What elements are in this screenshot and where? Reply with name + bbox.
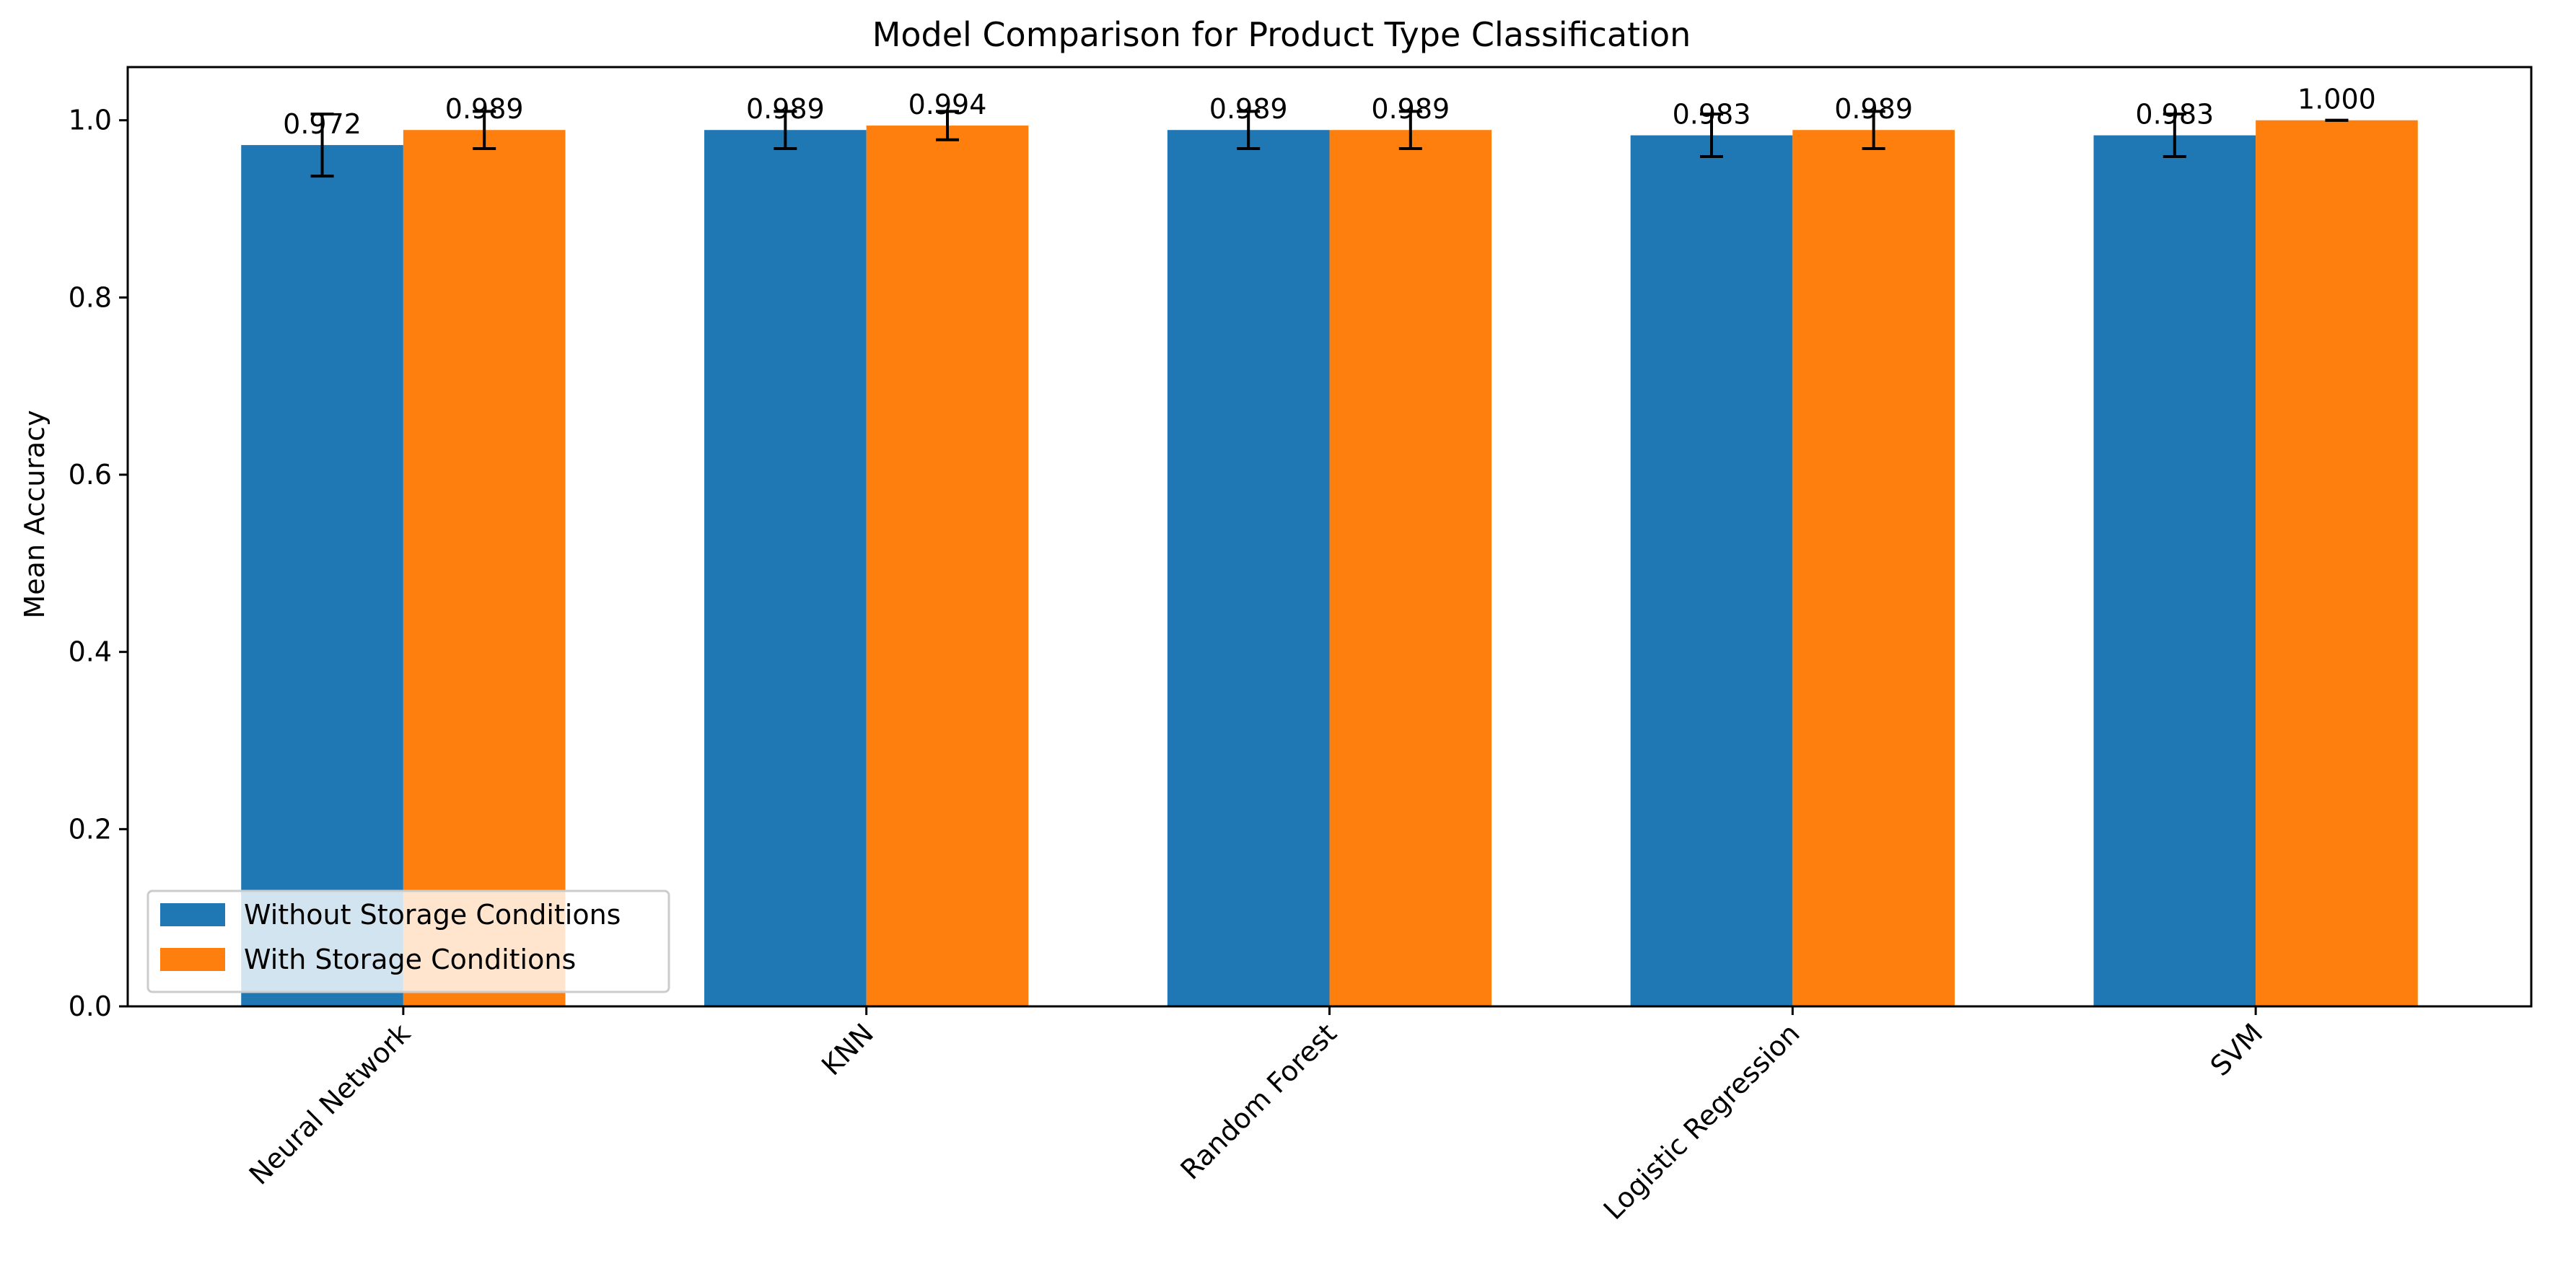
- data-label: 0.989: [1834, 93, 1913, 125]
- bar-without-2: [1167, 130, 1330, 1006]
- legend-swatch: [160, 903, 225, 926]
- data-label: 0.989: [445, 93, 524, 125]
- error-bar-0-2: [1237, 110, 1261, 151]
- y-tick-label: 0.4: [69, 636, 112, 668]
- legend: Without Storage Conditions With Storage C…: [146, 889, 670, 993]
- data-label: 0.983: [2135, 99, 2214, 131]
- data-label: 0.989: [1209, 93, 1288, 125]
- bar-without-4: [2093, 135, 2256, 1007]
- data-label: 0.994: [908, 89, 987, 120]
- error-bar-0-1: [774, 110, 797, 151]
- bar-with-2: [1329, 130, 1492, 1006]
- error-bar-0-3: [1699, 113, 1723, 159]
- bar-without-1: [704, 130, 867, 1006]
- y-tick-label: 0.0: [69, 990, 112, 1022]
- data-label: 0.983: [1673, 99, 1751, 131]
- data-label: 0.989: [746, 93, 825, 125]
- error-bar-1-3: [1862, 110, 1885, 151]
- y-axis-label: Mean Accuracy: [19, 410, 51, 618]
- y-tick-label: 0.6: [69, 459, 112, 491]
- legend-label: With Storage Conditions: [244, 944, 576, 975]
- bar-with-4: [2256, 120, 2418, 1006]
- error-bar-0-4: [2163, 113, 2186, 159]
- y-tick-label: 0.2: [69, 813, 112, 845]
- error-bar-1-1: [936, 110, 960, 141]
- bar-with-3: [1792, 130, 1955, 1006]
- data-label: 1.000: [2297, 84, 2376, 115]
- bar-with-0: [403, 130, 566, 1006]
- legend-label: Without Storage Conditions: [244, 899, 621, 931]
- bar-with-1: [866, 126, 1029, 1007]
- data-label: 0.972: [283, 108, 362, 140]
- legend-box: [146, 889, 670, 993]
- bar-without-0: [241, 145, 403, 1006]
- y-tick-label: 0.8: [69, 281, 112, 313]
- error-bar-1-0: [473, 110, 496, 151]
- data-label: 0.989: [1371, 93, 1450, 125]
- legend-swatch: [160, 948, 225, 971]
- error-bar-0-0: [310, 113, 334, 178]
- bar-without-3: [1630, 135, 1793, 1007]
- chart-title: Model Comparison for Product Type Classi…: [872, 15, 1691, 54]
- error-bar-1-2: [1398, 110, 1422, 151]
- y-tick-label: 1.0: [69, 105, 112, 136]
